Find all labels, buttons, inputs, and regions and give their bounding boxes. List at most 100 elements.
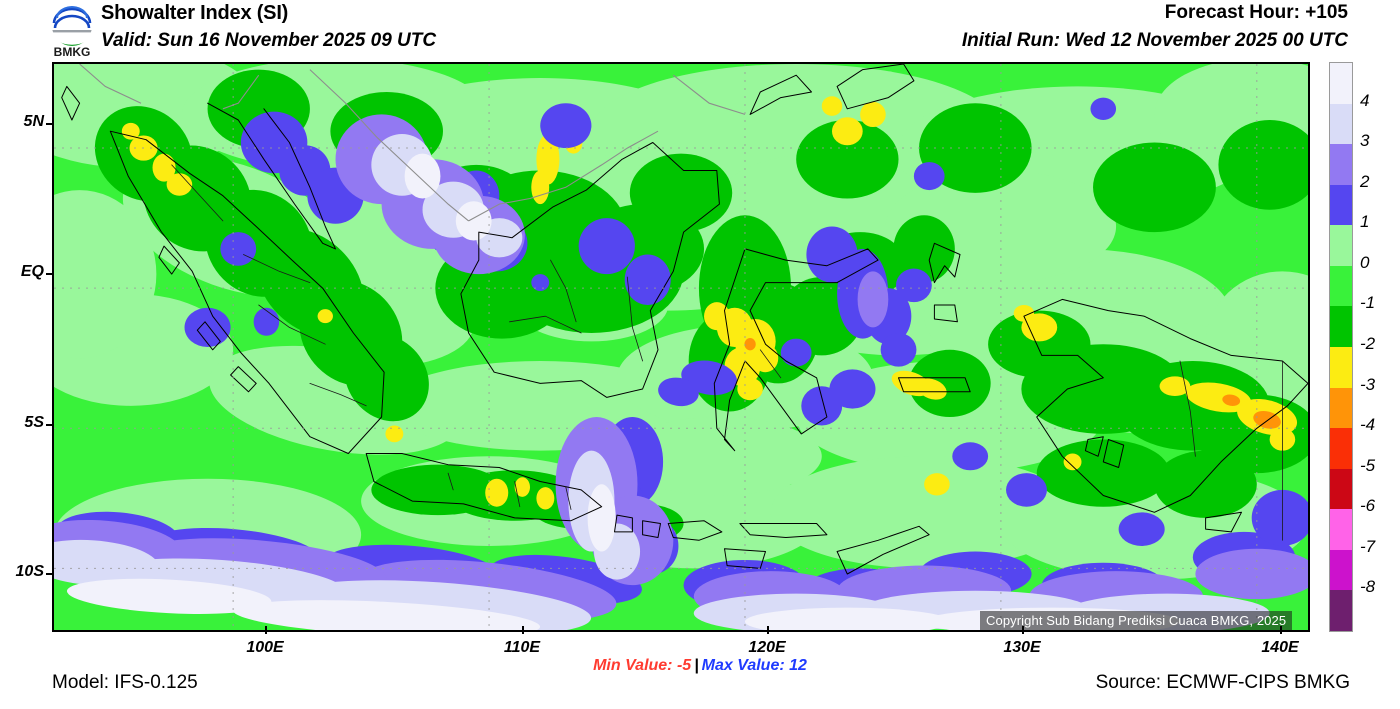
contour-band — [1021, 313, 1058, 342]
contour-band — [344, 334, 429, 422]
latitude-tick — [46, 273, 54, 275]
colorbar-tick-label: -1 — [1360, 293, 1376, 313]
page-title: Showalter Index (SI) — [101, 2, 289, 24]
country-border — [222, 74, 260, 110]
colorbar-tick-label: -4 — [1360, 415, 1376, 435]
coastline — [642, 520, 661, 538]
coastline — [230, 366, 257, 393]
contour-band — [893, 215, 955, 283]
colorbar-tick-label: 3 — [1360, 131, 1370, 151]
contour-band — [952, 442, 989, 471]
province-border — [1179, 360, 1196, 457]
colorbar-swatch — [1330, 63, 1352, 104]
contour-band — [801, 386, 843, 426]
contour-band — [1013, 304, 1035, 322]
contour-band — [540, 103, 592, 149]
contour-band — [1159, 376, 1191, 397]
province-border — [565, 486, 572, 510]
coastline — [836, 525, 930, 575]
graticule-layer — [54, 64, 1308, 630]
contour-band — [66, 578, 272, 614]
latitude-tick — [46, 424, 54, 426]
longitude-tick-label: 120E — [748, 639, 786, 656]
latitude-tick-label: 5N — [23, 113, 44, 130]
contour-band — [531, 170, 550, 205]
colorbar-swatch — [1330, 549, 1352, 591]
contour-band — [536, 487, 555, 510]
province-border — [242, 254, 311, 284]
contour-band — [913, 162, 945, 191]
contour-band — [152, 153, 176, 182]
contour-band — [455, 201, 492, 241]
contour-band — [988, 310, 1091, 378]
colorbar-swatch — [1330, 144, 1352, 185]
coastline — [898, 377, 971, 393]
valid-time-label: Valid: Sun 16 November 2025 09 UTC — [101, 30, 437, 51]
contour-band — [54, 539, 159, 586]
contour-band — [233, 600, 541, 630]
longitude-tick — [767, 626, 769, 634]
contour-band — [745, 607, 950, 630]
contour-band — [1118, 512, 1165, 546]
coastline — [928, 242, 961, 284]
contour-band — [1222, 394, 1241, 406]
contour-band — [1218, 120, 1308, 210]
country-border — [79, 64, 142, 104]
colorbar-swatch — [1330, 590, 1352, 631]
coastline — [713, 248, 879, 452]
contour-band — [578, 218, 635, 275]
coastline — [1102, 439, 1125, 468]
contour-band — [385, 425, 404, 443]
latitude-tick-label: 5S — [24, 414, 44, 431]
coastline — [61, 85, 81, 121]
contour-band — [531, 274, 550, 291]
latitude-tick-label: EQ — [20, 263, 44, 280]
contour-band — [514, 477, 531, 497]
contour-band — [770, 456, 1078, 569]
contour-band — [587, 484, 616, 552]
contour-band — [737, 377, 763, 401]
province-border — [759, 349, 782, 379]
colorbar-tick-label: 2 — [1360, 171, 1370, 191]
contour-band — [1251, 489, 1308, 546]
model-label: Model: IFS-0.125 — [52, 672, 198, 693]
country-border — [672, 74, 746, 115]
longitude-tick-label: 130E — [1003, 639, 1041, 656]
coastline — [1205, 511, 1242, 533]
contour-band — [821, 96, 843, 116]
contour-band — [1090, 97, 1117, 121]
colorbar-tick-label: -3 — [1360, 374, 1376, 394]
forecast-hour-label: Forecast Hour: +105 — [1164, 2, 1348, 23]
coastline — [1023, 298, 1308, 513]
contour-band — [704, 302, 730, 331]
colorbar-swatch — [1330, 346, 1352, 388]
coastline — [667, 520, 723, 541]
coastline — [207, 102, 336, 250]
colorbar-swatch — [1330, 468, 1352, 510]
colorbar-swatch — [1330, 306, 1352, 347]
country-border — [468, 130, 659, 222]
contour-band — [658, 377, 699, 407]
coastline — [460, 142, 720, 398]
coastline — [1084, 436, 1104, 457]
contour-band — [253, 307, 280, 336]
contour-band — [404, 153, 441, 199]
colorbar-tick-label: -2 — [1360, 334, 1376, 353]
colorbar-tick-label: -8 — [1360, 577, 1376, 597]
province-border — [514, 481, 521, 508]
contour-band — [166, 173, 193, 196]
colorbar-tick-label: -7 — [1360, 536, 1376, 556]
colorbar-tick-label: -6 — [1360, 496, 1376, 516]
forecast-map[interactable]: Copyright Sub Bidang Prediksi Cuaca BMKG… — [52, 62, 1310, 632]
contour-band — [796, 120, 899, 199]
min-max-line: Min Value: -5 | Max Value: 12 — [0, 657, 1400, 675]
bmkg-logo: BMKG — [44, 3, 100, 59]
colorbar-swatch — [1330, 184, 1352, 226]
contour-band — [617, 417, 822, 496]
colorbar-swatch — [1330, 428, 1352, 469]
contour-band — [485, 478, 509, 507]
colorbar-swatch — [1330, 103, 1352, 145]
min-value-label: Min Value: -5 — [593, 657, 692, 674]
contour-band — [916, 378, 947, 400]
